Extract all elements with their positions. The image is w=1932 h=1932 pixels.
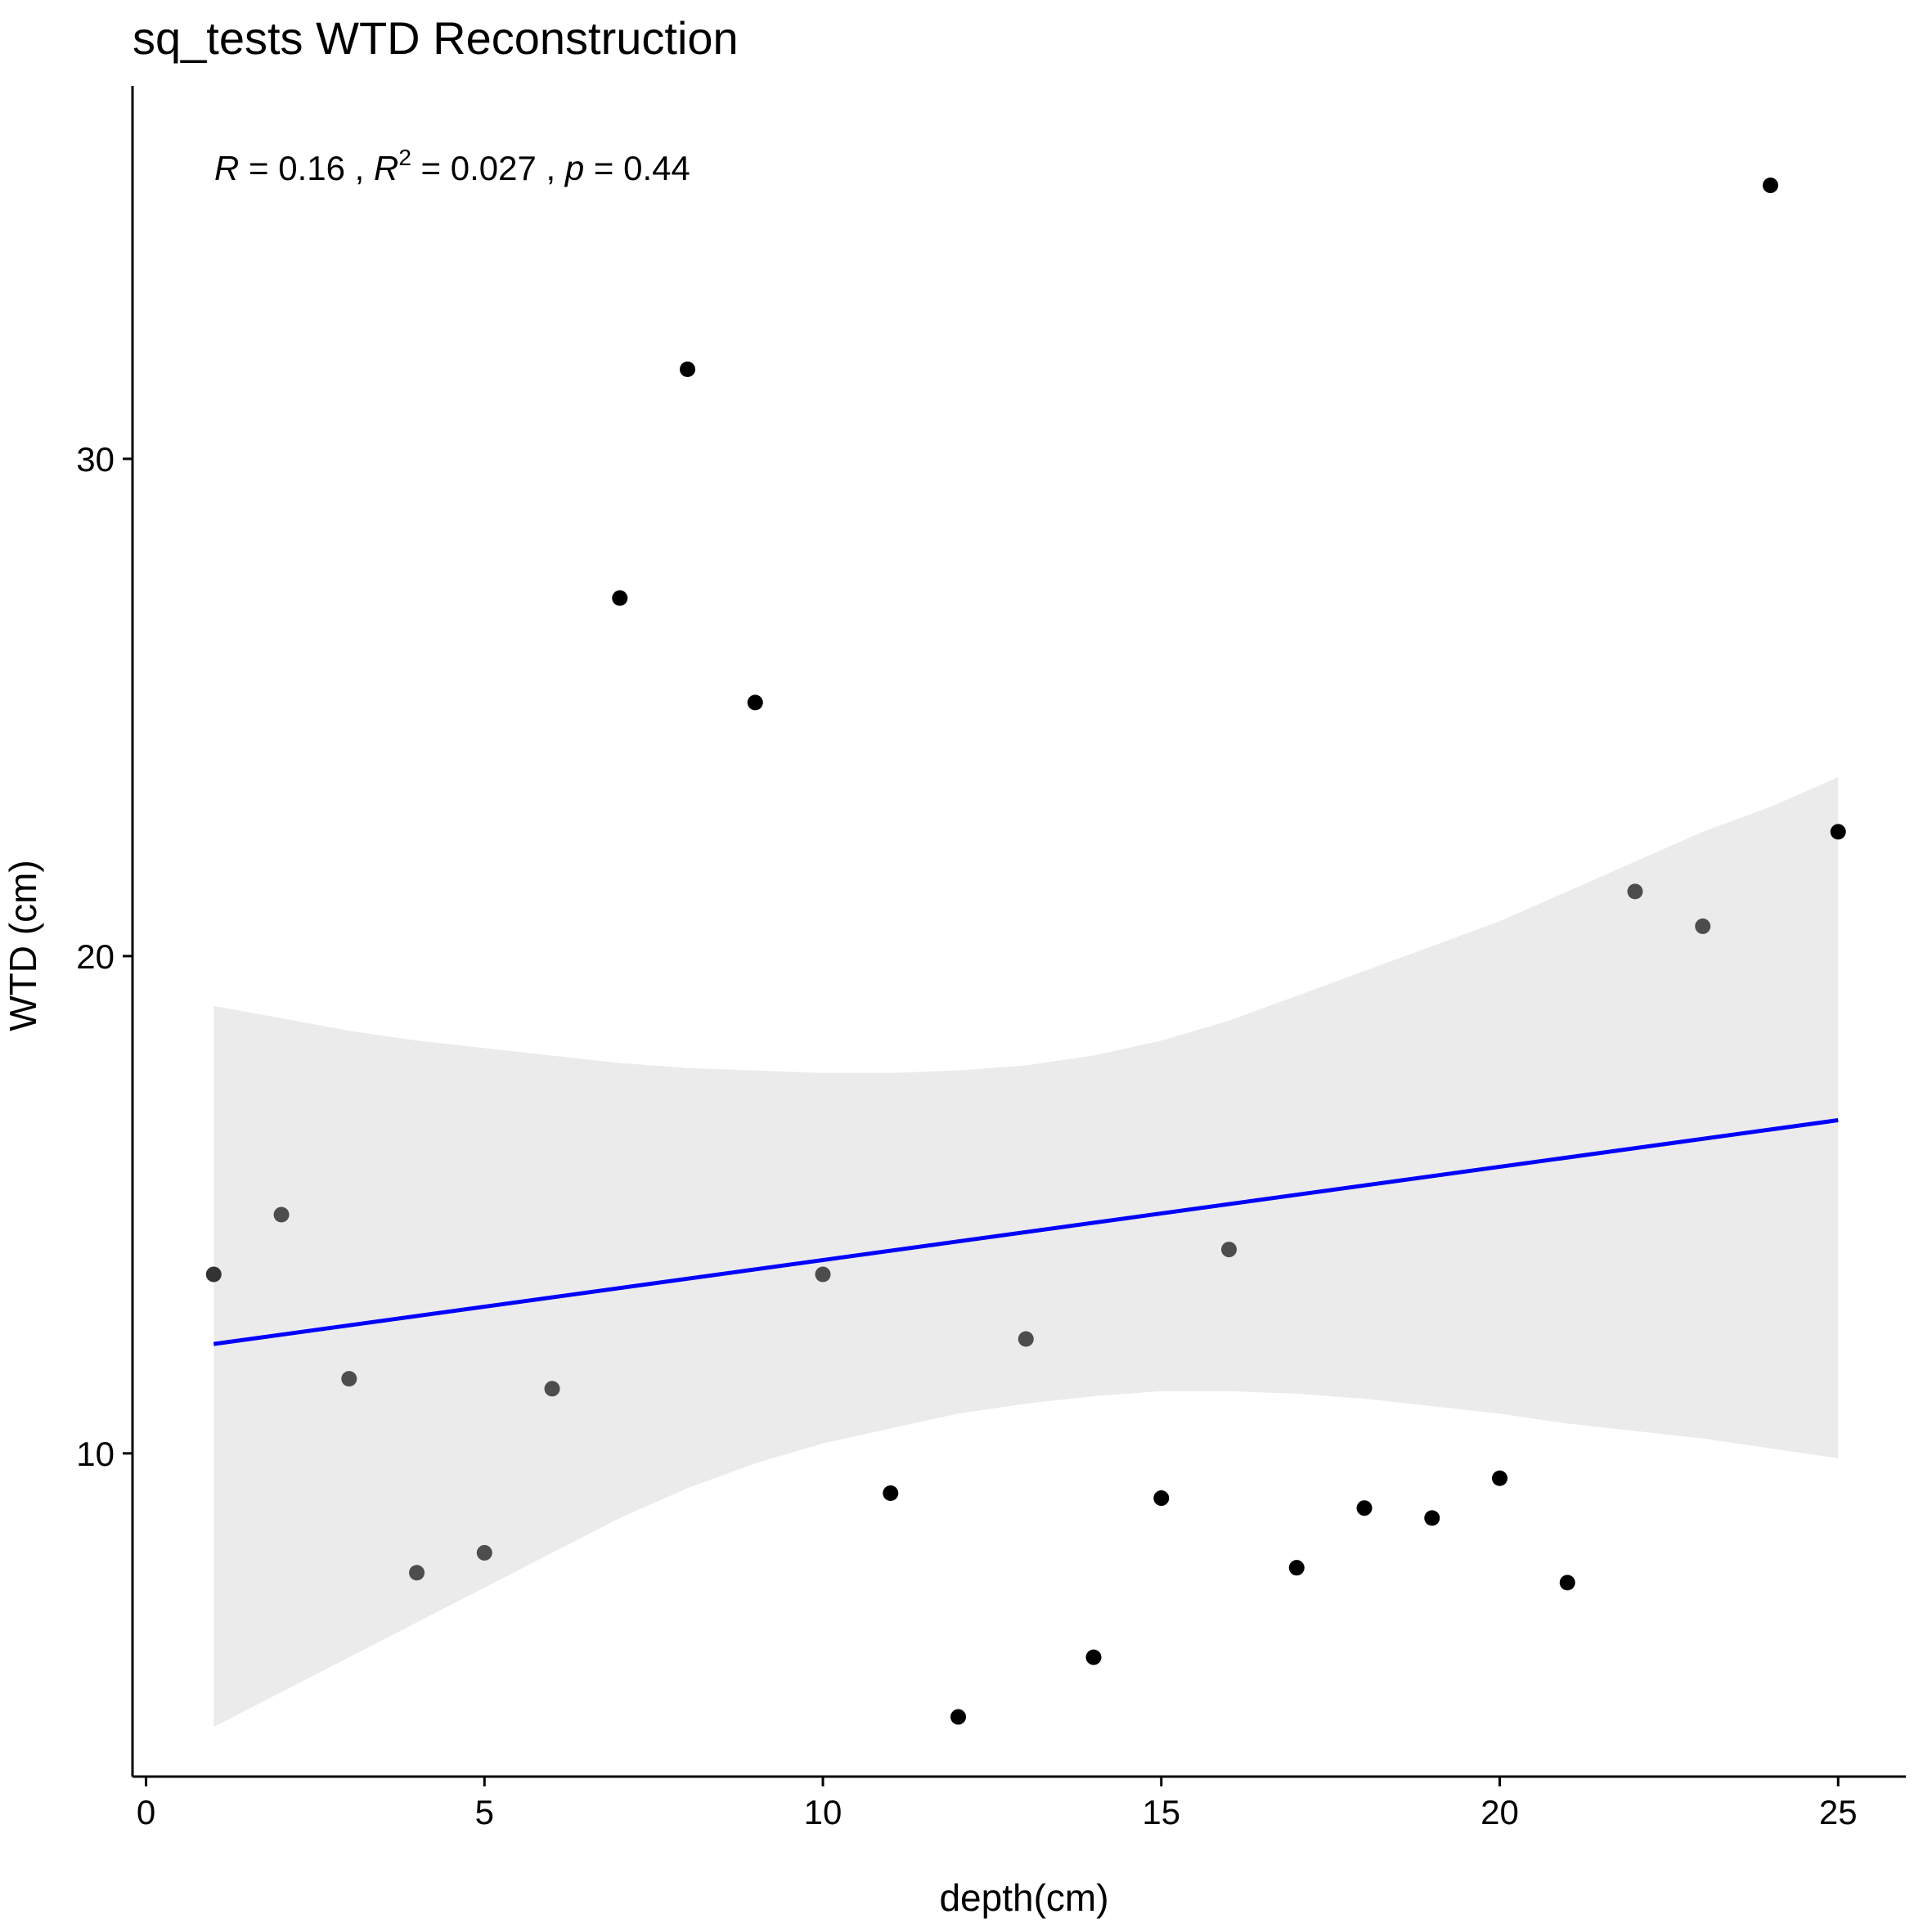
data-point [1627,883,1643,900]
data-point [544,1381,560,1397]
y-tick-label: 30 [76,440,115,479]
axes [131,86,1906,1778]
data-point [1492,1470,1508,1486]
fit-line-layer [213,1118,1839,1346]
stat-r2-symbol: R [374,149,398,187]
data-point [950,1709,967,1725]
x-tick-label: 10 [804,1793,842,1831]
data-point [1695,918,1711,934]
data-point [1018,1331,1034,1347]
stat-r-symbol: R [214,149,239,187]
data-point [815,1266,831,1283]
data-point [1153,1490,1170,1507]
x-tick-label: 20 [1480,1793,1519,1831]
x-tick-label: 25 [1819,1793,1858,1831]
y-axis-label: WTD (cm) [2,860,44,1031]
data-point [747,694,763,711]
stat-p-symbol: p [564,149,584,187]
data-point [612,590,628,606]
x-tick-label: 5 [475,1793,494,1831]
data-point [1221,1242,1238,1258]
y-tick-label: 10 [76,1435,115,1473]
data-point [883,1485,899,1501]
x-ticks: 0 5 10 15 20 25 [137,1777,1858,1831]
confidence-band-layer [213,777,1839,1728]
data-point [1763,177,1779,194]
data-point [680,362,696,378]
data-point [1424,1510,1440,1526]
data-point [1830,824,1846,840]
y-tick-label: 20 [76,937,115,976]
data-point [205,1266,222,1283]
x-tick-label: 0 [137,1793,155,1831]
regression-line [213,1118,1839,1346]
points-layer [205,177,1846,1725]
y-ticks: 10 20 30 [76,440,133,1473]
x-axis-label: depth(cm) [939,1876,1108,1919]
stats-annotation: R = 0.16 , R2 = 0.027 , p = 0.44 [214,145,690,187]
x-tick-label: 15 [1142,1793,1180,1831]
stat-r-value: = 0.16 , [239,149,374,187]
chart-title: sq_tests WTD Reconstruction [133,12,739,64]
data-point [476,1544,492,1561]
data-point [273,1206,290,1223]
stat-p-value: = 0.44 [584,149,690,187]
stat-r2-value: = 0.027 , [411,149,565,187]
data-point [1559,1575,1575,1591]
data-point [409,1565,425,1581]
data-point [1288,1560,1305,1576]
confidence-band [213,777,1839,1728]
stat-r2-exponent: 2 [398,145,411,170]
data-point [1356,1500,1373,1516]
data-point [341,1371,357,1387]
data-point [1085,1649,1102,1665]
